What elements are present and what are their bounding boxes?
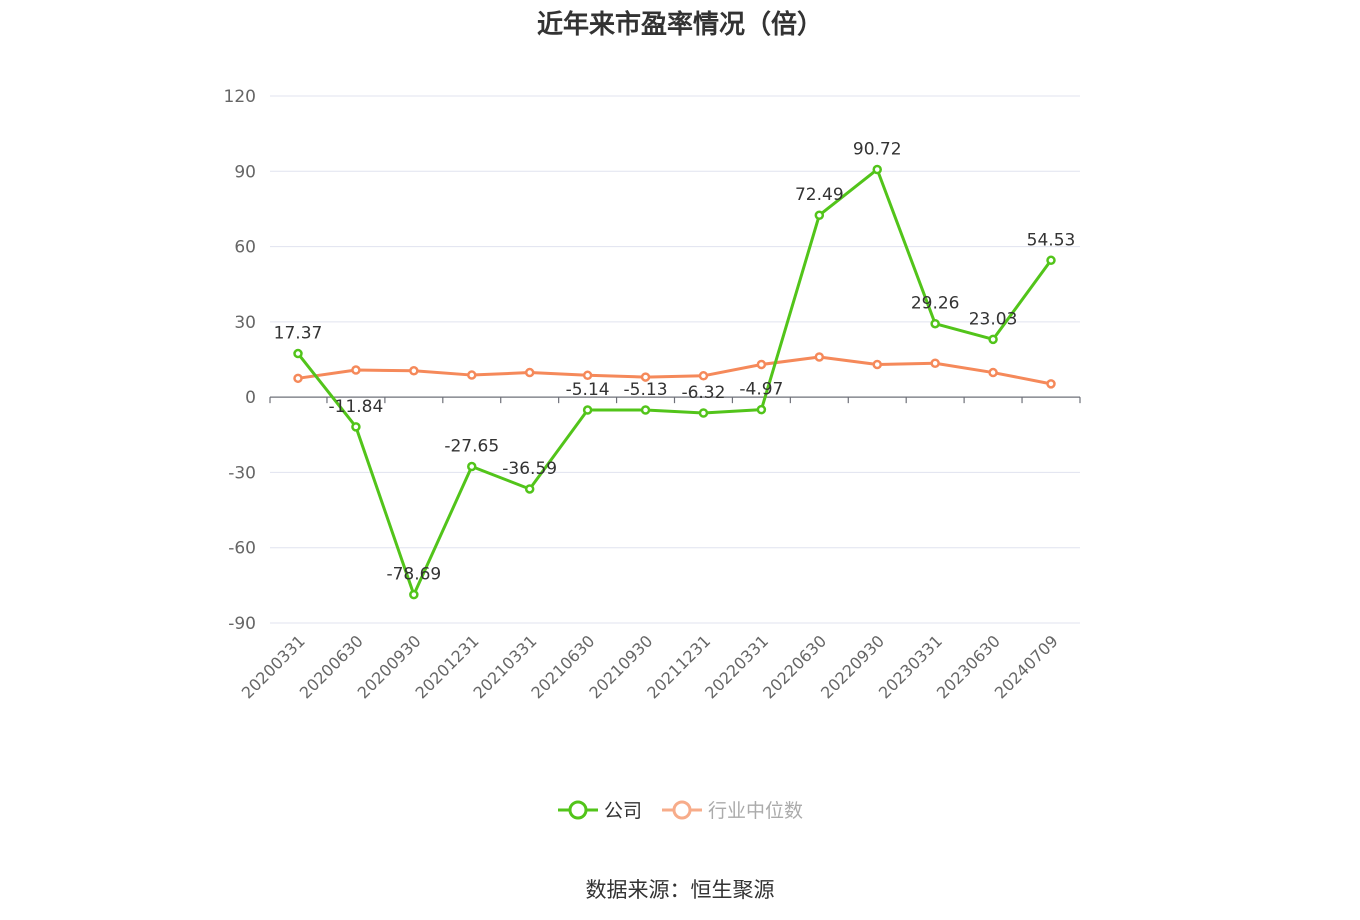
data-label: -6.32 bbox=[681, 383, 725, 403]
legend-item-industry-median[interactable]: 行业中位数 bbox=[662, 800, 803, 822]
company-point bbox=[582, 405, 593, 415]
chart-title: 近年来市盈率情况（倍） bbox=[536, 10, 823, 40]
data-label: -27.65 bbox=[444, 437, 499, 457]
industry-median-point bbox=[756, 359, 767, 370]
data-label: 90.72 bbox=[853, 139, 902, 159]
data-label: -4.97 bbox=[739, 380, 783, 400]
industry-median-point bbox=[524, 367, 535, 378]
industry-median-point bbox=[351, 365, 361, 375]
company-point bbox=[409, 589, 419, 600]
data-label: -11.84 bbox=[329, 397, 384, 417]
industry-median-point bbox=[293, 373, 303, 384]
x-tick-label: 20240709 bbox=[991, 631, 1062, 702]
data-label: 29.26 bbox=[911, 294, 960, 314]
company-point bbox=[872, 164, 882, 175]
company-point bbox=[988, 334, 998, 345]
company-point bbox=[293, 348, 303, 359]
legend-label: 行业中位数 bbox=[708, 800, 803, 822]
company-point bbox=[930, 318, 940, 329]
data-label: -5.13 bbox=[624, 380, 668, 400]
data-label: 72.49 bbox=[795, 185, 844, 205]
industry-median-point bbox=[640, 372, 651, 382]
legend-label: 公司 bbox=[604, 800, 642, 822]
y-tick-label: -90 bbox=[228, 614, 256, 634]
y-tick-label: 30 bbox=[234, 313, 256, 333]
y-tick-label: 90 bbox=[234, 162, 256, 182]
industry-median-point bbox=[1046, 379, 1056, 389]
industry-median-point bbox=[698, 371, 709, 381]
company-point bbox=[524, 484, 535, 494]
data-label: 54.53 bbox=[1027, 230, 1076, 250]
y-tick-label: 120 bbox=[224, 87, 256, 107]
industry-median-point bbox=[582, 370, 593, 381]
company-point bbox=[756, 404, 767, 415]
company-point bbox=[351, 422, 361, 432]
data-label: 17.37 bbox=[274, 324, 323, 344]
data-source: 数据来源：恒生聚源 bbox=[585, 878, 775, 902]
industry-median-point bbox=[814, 352, 825, 362]
legend-marker bbox=[568, 800, 588, 820]
data-label: 23.03 bbox=[969, 309, 1018, 329]
industry-median-point bbox=[409, 366, 419, 376]
company-point bbox=[467, 461, 477, 472]
industry-median-point bbox=[467, 370, 477, 380]
industry-median-point bbox=[872, 359, 882, 370]
industry-median-point bbox=[988, 367, 998, 378]
y-tick-label: -60 bbox=[228, 539, 256, 559]
industry-median-point bbox=[930, 358, 940, 369]
company-point bbox=[1046, 255, 1056, 266]
industry-median-series-line bbox=[297, 355, 1052, 386]
legend-marker bbox=[672, 800, 692, 820]
data-label: -78.69 bbox=[386, 565, 441, 585]
company-series-line bbox=[296, 167, 1053, 597]
company-point bbox=[640, 405, 651, 415]
company-point bbox=[814, 210, 825, 220]
y-tick-label: 0 bbox=[245, 388, 256, 408]
legend-item-company[interactable]: 公司 bbox=[558, 800, 642, 822]
y-tick-label: -30 bbox=[228, 463, 256, 483]
data-label: -36.59 bbox=[502, 459, 557, 479]
y-tick-label: 60 bbox=[234, 238, 256, 258]
data-label: -5.14 bbox=[566, 380, 610, 400]
company-point bbox=[698, 408, 709, 418]
